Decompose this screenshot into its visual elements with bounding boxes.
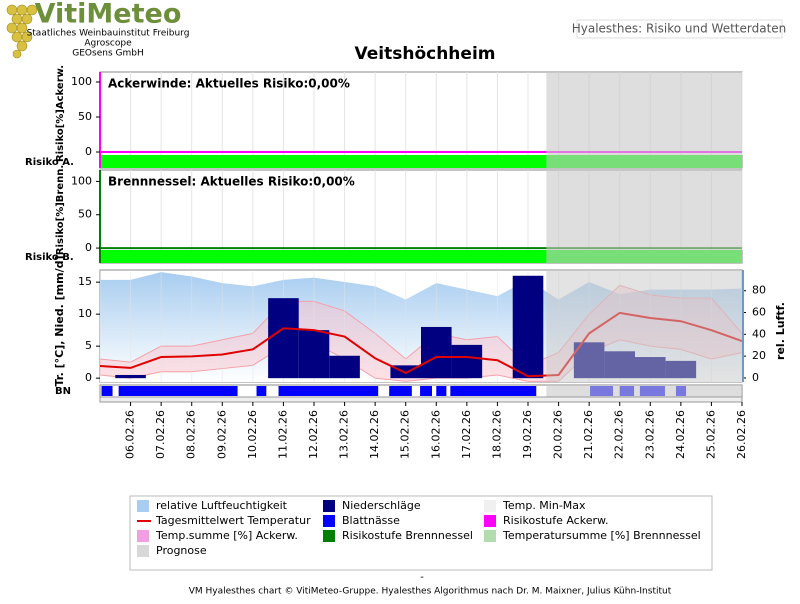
y-tick-label: 15 xyxy=(78,275,92,288)
y-tick-label: 100 xyxy=(71,75,92,88)
footer-dash: - xyxy=(420,572,424,583)
bn-block xyxy=(101,386,113,396)
y-axis-label: Tr. [°C], Nied. [mm/d] xyxy=(53,256,66,387)
logo-line: Agroscope xyxy=(84,39,132,49)
legend-swatch xyxy=(137,545,149,557)
chart-title: Veitshöchheim xyxy=(355,44,496,64)
y-axis-label: Risiko[%]Ackerw. xyxy=(55,65,66,162)
legend-label: Temperatursumme [%] Brennnessel xyxy=(502,529,701,542)
x-tick-label: 10.02.26 xyxy=(246,410,259,459)
precip-bar xyxy=(329,355,360,379)
legend-swatch xyxy=(323,515,335,527)
legend-swatch xyxy=(484,515,496,527)
precip-bar xyxy=(451,344,483,379)
y2-tick-label: 20 xyxy=(752,349,766,362)
legend-label: relative Luftfeuchtigkeit xyxy=(156,499,288,512)
legend-swatch xyxy=(484,500,496,512)
bn-block xyxy=(420,386,433,396)
x-tick-label: 25.02.26 xyxy=(704,410,717,459)
bn-label: BN xyxy=(55,386,71,397)
risk-label: Risiko B. xyxy=(25,252,74,263)
x-tick-label: 11.02.26 xyxy=(276,410,289,459)
x-tick-label: 23.02.26 xyxy=(643,410,656,459)
y-tick-label: 50 xyxy=(78,110,92,123)
legend-box xyxy=(129,495,713,571)
x-tick-label: 15.02.26 xyxy=(399,410,412,459)
bn-block xyxy=(278,386,379,396)
panel-title: Ackerwinde: Aktuelles Risiko:0,00% xyxy=(108,77,350,91)
y2-tick-label: 0 xyxy=(752,371,759,384)
bn-block xyxy=(118,386,238,396)
prognose-overlay xyxy=(546,170,742,263)
y-tick-label: 50 xyxy=(78,208,92,221)
y-tick-label: 0 xyxy=(85,145,92,158)
risk-label: Risiko A. xyxy=(25,157,74,168)
x-tick-label: 14.02.26 xyxy=(368,410,381,459)
logo-line: GEOsens GmbH xyxy=(72,49,143,59)
x-tick-label: 06.02.26 xyxy=(124,410,137,459)
y-tick-label: 0 xyxy=(85,371,92,384)
x-tick-label: 18.02.26 xyxy=(490,410,503,459)
y-tick-label: 10 xyxy=(78,307,92,320)
x-tick-label: 12.02.26 xyxy=(307,410,320,459)
tab-label: Hyalesthes: Risiko und Wetterdaten xyxy=(572,22,787,36)
x-tick-label: 21.02.26 xyxy=(582,410,595,459)
x-tick-label: 20.02.26 xyxy=(552,410,565,459)
prognose-overlay xyxy=(546,72,742,168)
x-tick-label: 07.02.26 xyxy=(154,410,167,459)
y2-axis-label: rel. Luftf. xyxy=(774,302,787,360)
precip-bar xyxy=(421,326,452,379)
x-tick-label: 09.02.26 xyxy=(215,410,228,459)
bn-block xyxy=(436,386,447,396)
y2-tick-label: 40 xyxy=(752,327,766,340)
legend-label: Prognose xyxy=(156,544,207,557)
y2-tick-label: 60 xyxy=(752,306,766,319)
y2-tick-label: 80 xyxy=(752,284,766,297)
x-tick-label: 16.02.26 xyxy=(429,410,442,459)
x-tick-label: 26.02.26 xyxy=(735,410,748,459)
x-tick-label: 24.02.26 xyxy=(674,410,687,459)
logo-line: Staatliches Weinbauinstitut Freiburg xyxy=(27,29,190,39)
legend-label: Risikostufe Brennnessel xyxy=(342,529,473,542)
precip-bar xyxy=(268,298,299,379)
x-tick-label: 08.02.26 xyxy=(185,410,198,459)
bn-block xyxy=(450,386,537,396)
y-tick-label: 0 xyxy=(85,241,92,254)
logo-grapes xyxy=(6,4,38,59)
legend-swatch xyxy=(137,530,149,542)
legend-label: Tagesmittelwert Temperatur xyxy=(155,514,311,527)
logo-text: VitiMeteo xyxy=(35,0,182,30)
prognose-overlay xyxy=(546,385,742,397)
scroll-bar xyxy=(99,396,743,403)
y-axis-label: Risiko[%]Brenn. xyxy=(55,165,66,255)
y-tick-label: 5 xyxy=(85,339,92,352)
precip-bar xyxy=(115,374,146,379)
x-tick-label: 19.02.26 xyxy=(521,410,534,459)
legend-label: Temp.summe [%] Ackerw. xyxy=(155,529,298,542)
x-tick-label: 13.02.26 xyxy=(338,410,351,459)
legend-label: Risikostufe Ackerw. xyxy=(503,514,608,527)
y-tick-label: 100 xyxy=(71,174,92,187)
bn-block xyxy=(256,386,267,396)
legend-label: Blattnässe xyxy=(342,514,400,527)
legend-swatch xyxy=(323,530,335,542)
panel-title: Brennnessel: Aktuelles Risiko:0,00% xyxy=(108,175,355,189)
precip-bar xyxy=(298,330,330,379)
x-tick-label: 17.02.26 xyxy=(460,410,473,459)
x-tick-label: 22.02.26 xyxy=(613,410,626,459)
prognose-overlay xyxy=(546,270,742,382)
legend-label: Temp. Min-Max xyxy=(502,499,586,512)
legend-label: Niederschläge xyxy=(342,499,421,512)
legend-swatch xyxy=(484,530,496,542)
legend-swatch xyxy=(323,500,335,512)
precip-bar xyxy=(512,275,544,379)
bn-block xyxy=(389,386,412,396)
legend-swatch xyxy=(137,500,149,512)
footer: VM Hyalesthes chart © VitiMeteo-Gruppe. … xyxy=(189,587,672,597)
tab-box xyxy=(576,19,783,39)
